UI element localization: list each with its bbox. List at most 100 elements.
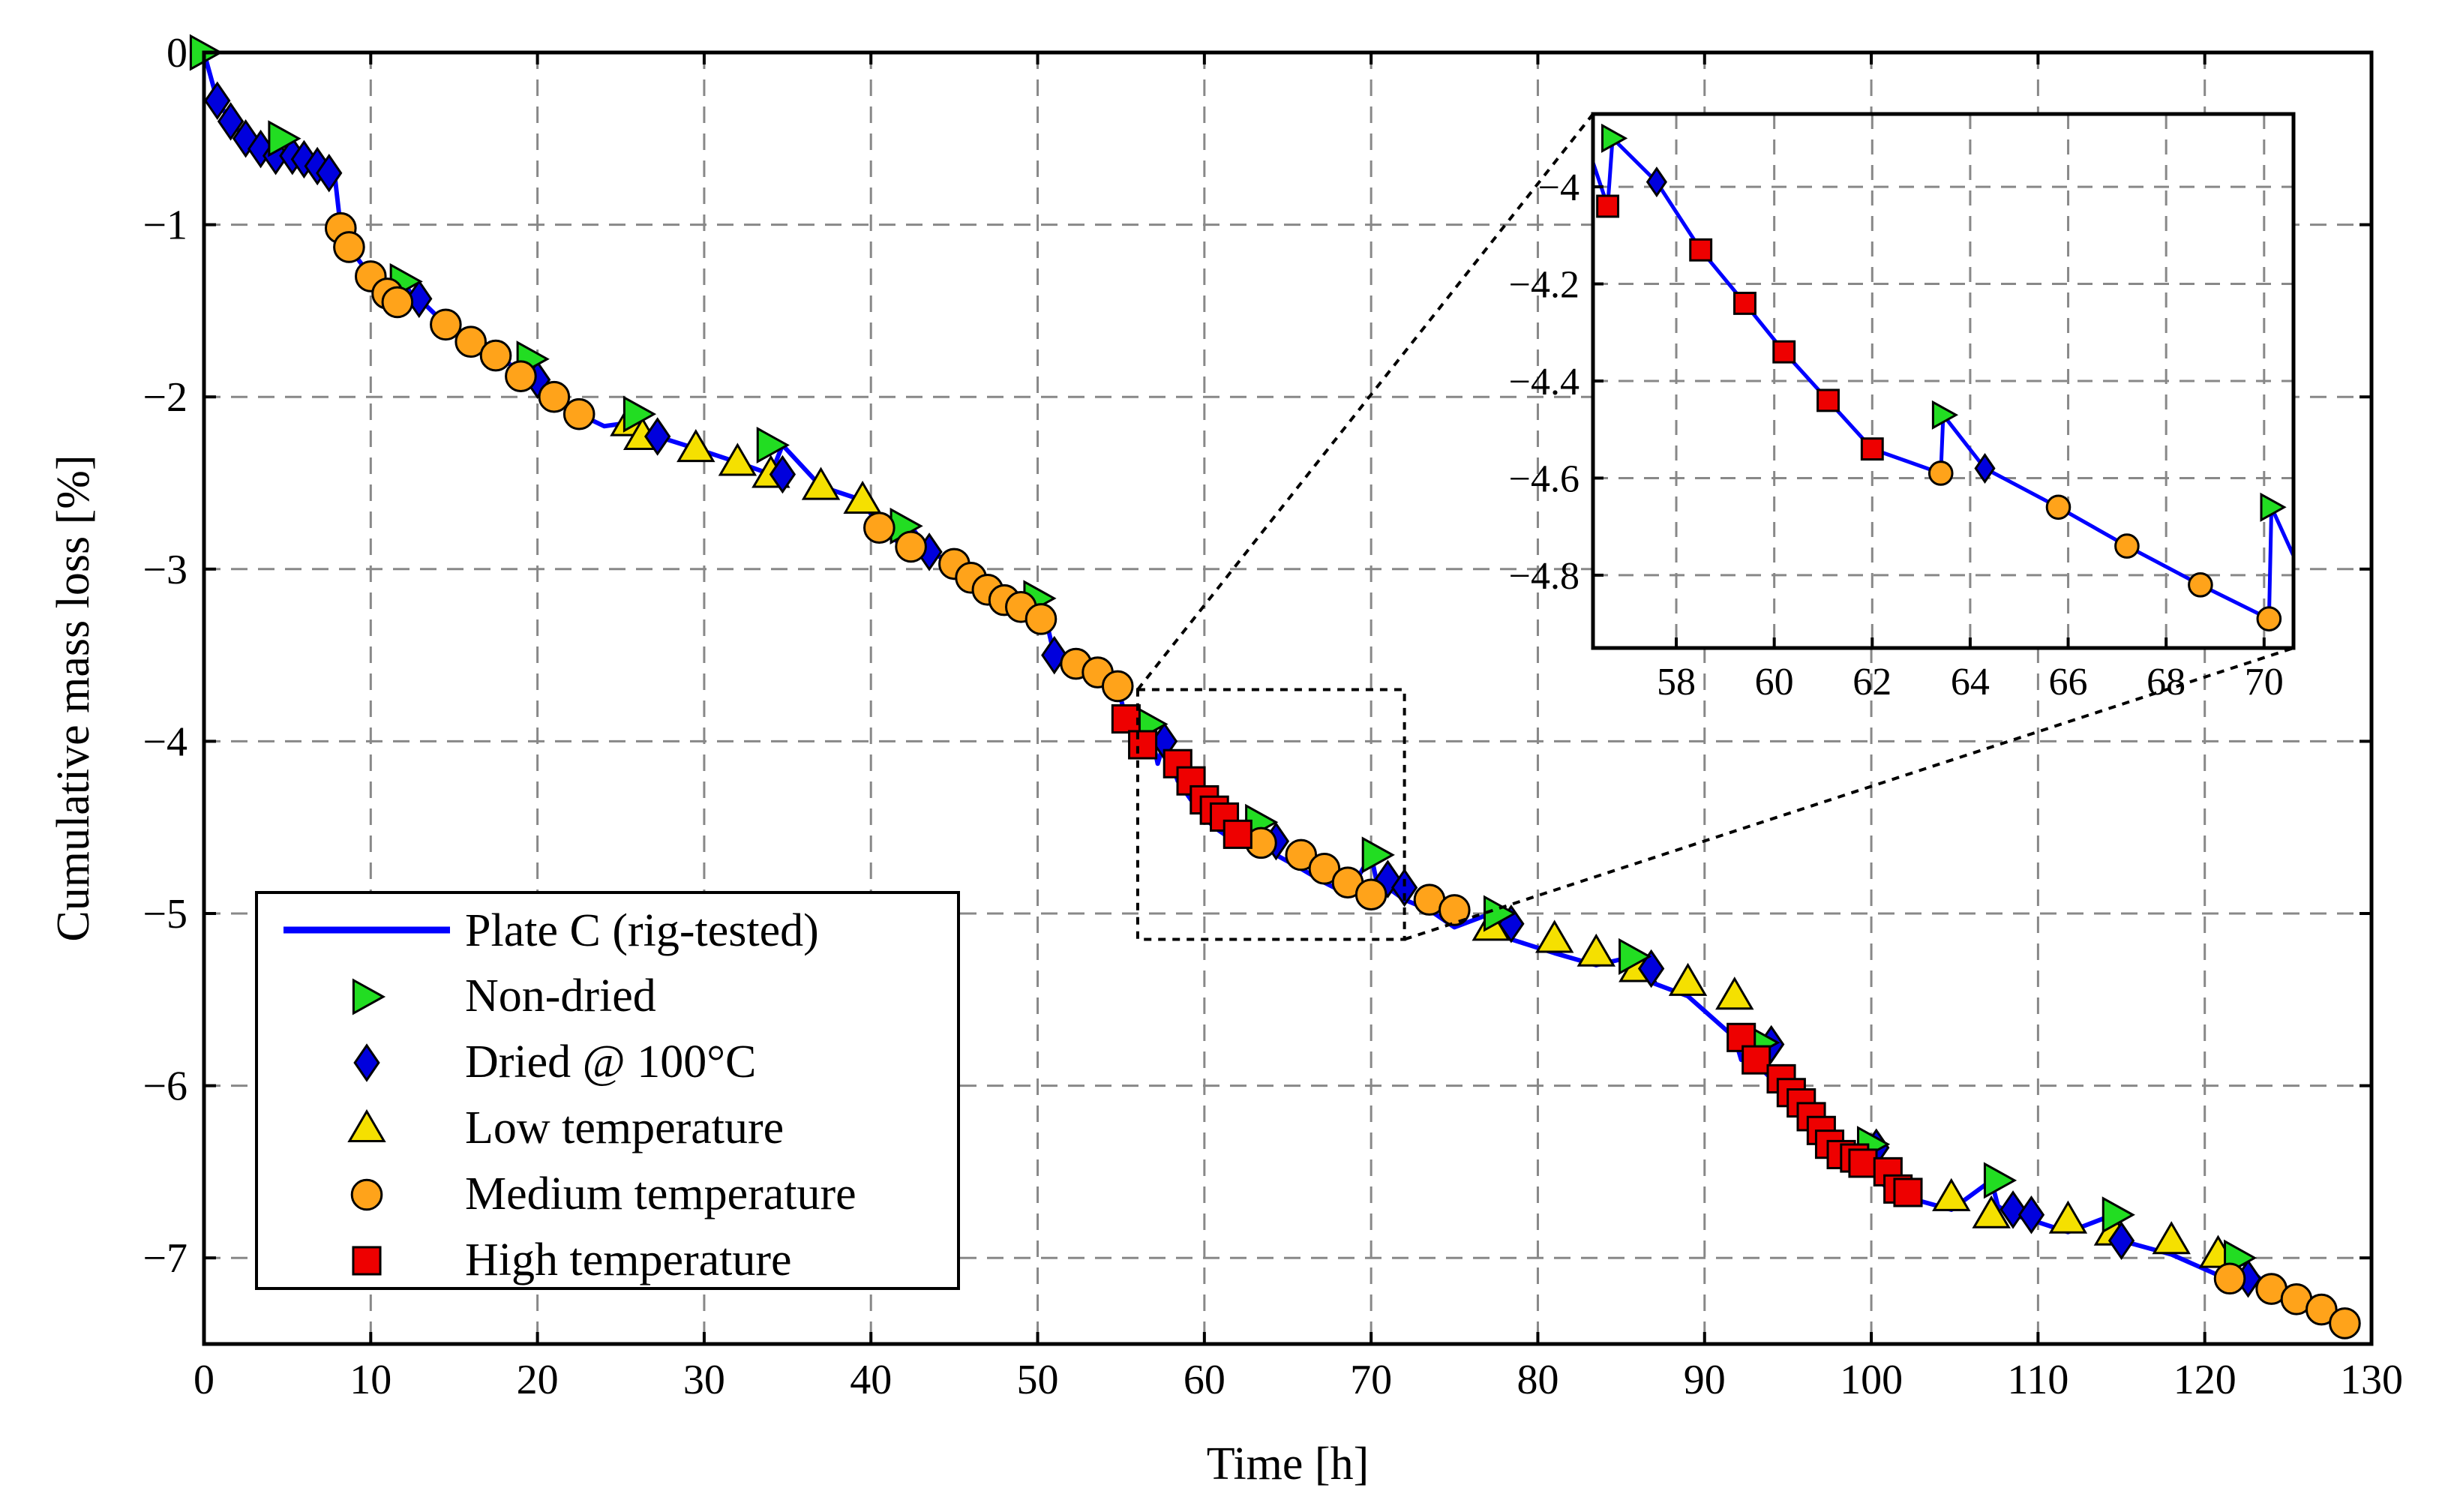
medium-temperature-point: [2213, 1262, 2246, 1295]
inset-high-temperature-point: [1816, 388, 1840, 412]
medium-temperature-point: [505, 360, 537, 392]
dried-100-c-point: [1637, 949, 1665, 988]
legend-label-high-temperature: High temperature: [465, 1234, 792, 1286]
non-dried-point: [2102, 1196, 2135, 1234]
low-temperature-point: [801, 466, 841, 500]
legend-marker-swatches: [347, 978, 386, 1276]
non-dried-point: [268, 120, 302, 158]
legend-label-line: Plate C (rig-tested): [465, 905, 819, 956]
low-temperature-point: [1534, 920, 1574, 953]
x-tick-label: 130: [2340, 1357, 2403, 1403]
inset-marker-layer: [1596, 123, 2287, 632]
medium-temperature-point: [1308, 853, 1341, 885]
dried-100-c-point: [204, 81, 231, 121]
dried-100-c-point: [2000, 1190, 2026, 1229]
inset-high-temperature-point: [1733, 291, 1756, 315]
non-dried-point: [1983, 1162, 2018, 1199]
inset-x-tick-label: 60: [1755, 661, 1794, 704]
low-temperature-point: [843, 480, 882, 514]
x-tick-label: 0: [194, 1357, 214, 1403]
y-tick-label: −5: [142, 891, 188, 938]
inset-x-tick-label: 66: [2049, 661, 2088, 704]
x-tick-label: 50: [1017, 1357, 1059, 1403]
non-dried-point: [1484, 895, 1517, 932]
medium-temperature-point: [562, 398, 596, 430]
high-temperature-point: [1848, 1148, 1878, 1178]
inset-medium-temperature-point: [2256, 606, 2282, 632]
legend-box: [255, 891, 960, 1290]
y-tick-label: −6: [142, 1064, 188, 1110]
medium-temperature-point: [479, 339, 512, 372]
x-tick-label: 120: [2174, 1357, 2236, 1403]
dried-100-c-point: [406, 279, 433, 319]
y-tick-label: −7: [142, 1235, 188, 1282]
dried-100-c-point: [1390, 868, 1418, 908]
medium-temperature-point: [454, 326, 487, 358]
dried-100-c-point: [2108, 1221, 2135, 1260]
inset-medium-temperature-point: [2188, 572, 2213, 598]
inset-non-dried-point: [1601, 123, 1628, 153]
medium-temperature-point: [333, 231, 365, 263]
inset-medium-temperature-point: [2114, 533, 2140, 559]
legend-swatch-non-dried: [352, 978, 386, 1016]
low-temperature-point: [1715, 976, 1754, 1010]
inset-y-tick-label: −4.4: [1509, 361, 1580, 404]
inset-ticks: 58 60 62 64 66 68 70 −4 −4.2 −4.4 −4.6 −4.8: [1509, 166, 2284, 704]
high-temperature-point: [1742, 1045, 1772, 1075]
dried-100-c-point: [769, 454, 796, 494]
high-temperature-point: [1128, 730, 1158, 760]
legend-swatch-high-temperature: [352, 1246, 382, 1276]
dried-100-c-point: [290, 140, 318, 179]
low-temperature-point: [1668, 962, 1708, 996]
low-temperature-point: [1932, 1178, 1971, 1211]
x-tick-label: 20: [517, 1357, 559, 1403]
inset-medium-temperature-point: [2045, 494, 2072, 520]
main-marker-layer: [189, 34, 2361, 1340]
inset-zoom-plot: 58 60 62 64 66 68 70 −4 −4.2 −4.4 −4.6 −4.8: [1509, 112, 2296, 704]
inset-x-tick-label: 68: [2146, 661, 2186, 704]
x-tick-label: 100: [1840, 1357, 1903, 1403]
legend-swatch-medium-temperature: [350, 1178, 383, 1211]
inset-x-tick-label: 64: [1951, 661, 1990, 704]
x-tick-label: 110: [2007, 1357, 2068, 1403]
legend-swatch-dried-100-c: [353, 1043, 380, 1082]
non-dried-point: [1361, 836, 1395, 874]
medium-temperature-point: [1438, 894, 1471, 926]
legend: Plate C (rig-tested) Non-dried Dried @ 1…: [255, 891, 960, 1290]
dried-100-c-point: [217, 102, 244, 141]
legend-swatch-low-temperature: [347, 1108, 386, 1142]
medium-temperature-point: [430, 308, 462, 341]
medium-temperature-point: [1024, 603, 1058, 635]
inset-dried-100-c-point: [1974, 453, 1996, 484]
medium-temperature-point: [2329, 1307, 2361, 1340]
x-tick-label: 10: [350, 1357, 392, 1403]
medium-temperature-point: [381, 286, 414, 319]
medium-temperature-point: [863, 512, 896, 544]
x-tick-label: 80: [1516, 1357, 1558, 1403]
inset-high-temperature-point: [1860, 437, 1884, 461]
x-axis-title: Time [h]: [1207, 1438, 1369, 1490]
x-tick-label: 60: [1184, 1357, 1226, 1403]
zoom-region-box: [1136, 688, 1406, 941]
x-tick-label: 30: [683, 1357, 725, 1403]
inset-high-temperature-point: [1772, 340, 1796, 364]
y-tick-label: −4: [142, 718, 188, 765]
high-temperature-point: [1111, 704, 1141, 734]
inset-x-tick-label: 62: [1852, 661, 1892, 704]
legend-label-low-temperature: Low temperature: [465, 1102, 784, 1154]
inset-x-tick-label: 70: [2245, 661, 2284, 704]
x-tick-label: 90: [1684, 1357, 1726, 1403]
inset-y-tick-label: −4.2: [1509, 264, 1580, 307]
high-temperature-point: [1893, 1178, 1923, 1208]
y-tick-label: −2: [142, 374, 188, 421]
medium-temperature-point: [1285, 838, 1318, 872]
inset-y-tick-label: −4: [1538, 166, 1580, 209]
legend-label-medium-temperature: Medium temperature: [465, 1168, 856, 1220]
medium-temperature-point: [895, 530, 927, 563]
low-temperature-point: [2152, 1221, 2191, 1255]
inset-high-temperature-point: [1596, 194, 1620, 218]
y-axis-title: Cumulative mass loss [%]: [48, 454, 99, 941]
medium-temperature-point: [1101, 670, 1134, 703]
non-dried-point: [622, 395, 657, 433]
